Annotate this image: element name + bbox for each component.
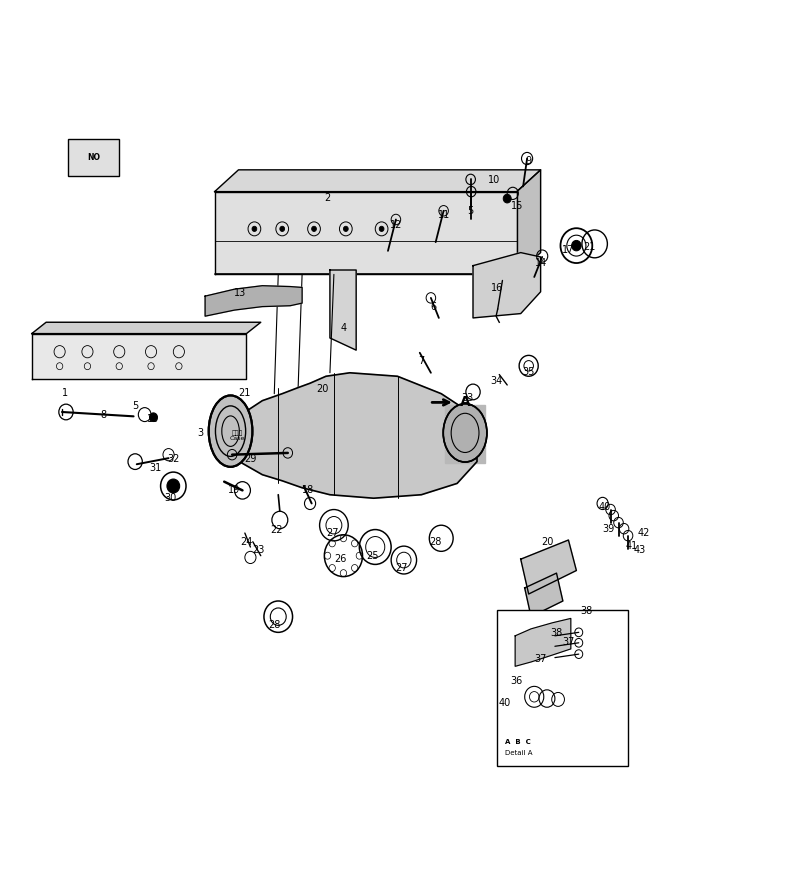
Text: 9: 9 [525,156,532,166]
Polygon shape [32,322,261,334]
Circle shape [343,226,348,232]
Text: 12: 12 [390,219,402,230]
Circle shape [503,194,511,203]
Text: 37: 37 [534,654,547,665]
Circle shape [252,226,257,232]
Text: 17: 17 [562,245,575,255]
Text: 36: 36 [510,676,523,686]
Polygon shape [517,170,541,274]
Polygon shape [525,573,563,617]
Circle shape [280,226,285,232]
Circle shape [149,413,157,422]
Text: 27: 27 [395,563,408,573]
Text: 41: 41 [626,541,638,551]
Text: 8: 8 [100,410,107,421]
Circle shape [312,226,316,232]
Text: 16: 16 [491,283,503,294]
Text: NO: NO [87,153,100,162]
Text: 28: 28 [429,537,442,547]
Text: 21: 21 [238,388,251,398]
Text: 38: 38 [550,628,563,638]
Text: 3: 3 [197,428,204,438]
Text: 32: 32 [167,454,180,464]
Text: 20: 20 [316,384,328,395]
Polygon shape [473,253,541,318]
Polygon shape [215,170,541,192]
Text: 40: 40 [498,698,511,708]
Circle shape [167,479,180,493]
Text: 42: 42 [638,528,650,538]
Text: 29: 29 [244,454,257,464]
Text: 28: 28 [268,619,281,630]
Text: 7: 7 [418,356,425,367]
Bar [497,610,628,766]
Text: 35: 35 [522,367,535,377]
Text: 5: 5 [467,206,474,216]
Text: 18: 18 [302,484,315,495]
Text: 38: 38 [580,606,593,617]
Text: A: A [460,395,471,408]
Text: A  B  C: A B C [505,739,530,745]
Text: 25: 25 [366,550,378,561]
Text: 5: 5 [132,401,138,411]
Text: 27: 27 [326,528,339,538]
Text: 40: 40 [598,502,611,512]
Text: 22: 22 [270,524,283,535]
Text: Detail A: Detail A [505,750,533,755]
Ellipse shape [208,395,253,467]
FancyBboxPatch shape [68,139,119,176]
Text: Case: Case [229,436,245,442]
Text: 15: 15 [510,201,523,212]
Text: 24: 24 [240,537,253,547]
Text: 10: 10 [146,414,159,424]
Polygon shape [205,286,302,316]
Polygon shape [215,192,517,274]
Text: 2: 2 [324,192,331,203]
Polygon shape [445,405,485,463]
Polygon shape [515,618,571,666]
Text: 20: 20 [541,537,554,547]
Text: 4: 4 [340,323,347,334]
Polygon shape [521,540,576,594]
Text: 37: 37 [562,637,575,647]
Text: 33: 33 [461,393,474,403]
Text: 1: 1 [62,388,68,398]
Circle shape [572,240,581,251]
Text: 31: 31 [149,463,161,473]
Text: ケース: ケース [231,430,242,436]
Text: 14: 14 [534,258,547,268]
Text: 30: 30 [165,493,177,503]
Text: 26: 26 [334,554,347,564]
Text: 11: 11 [437,210,450,220]
Text: 13: 13 [234,287,246,298]
Text: 10: 10 [488,175,501,186]
Text: 23: 23 [252,545,265,556]
Text: 19: 19 [228,484,241,495]
Ellipse shape [444,404,487,462]
Polygon shape [330,270,356,350]
Polygon shape [32,334,246,379]
Circle shape [379,226,384,232]
Text: 34: 34 [491,375,503,386]
Text: 43: 43 [634,545,646,556]
Polygon shape [227,373,477,498]
Text: 21: 21 [584,242,596,253]
Text: 6: 6 [430,301,436,312]
Text: 39: 39 [602,523,615,534]
